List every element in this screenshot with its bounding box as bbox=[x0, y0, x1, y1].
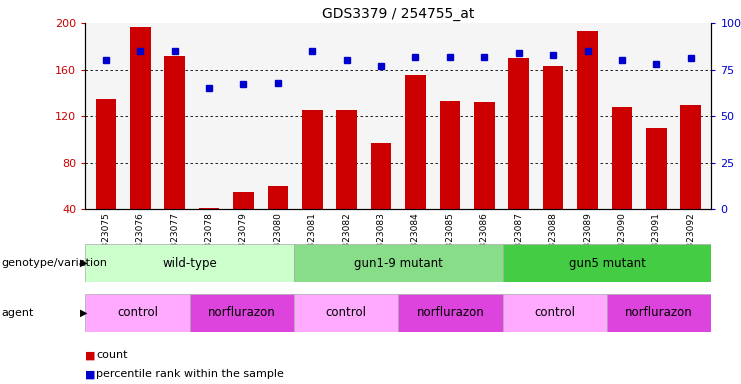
Bar bbox=[502, 244, 711, 282]
Text: agent: agent bbox=[1, 308, 34, 318]
Text: control: control bbox=[534, 306, 575, 319]
Bar bbox=[508, 58, 529, 209]
Text: gun1-9 mutant: gun1-9 mutant bbox=[354, 257, 442, 270]
Text: norflurazon: norflurazon bbox=[625, 306, 693, 319]
Bar bbox=[130, 26, 150, 209]
Bar bbox=[399, 294, 502, 332]
Text: ▶: ▶ bbox=[80, 308, 87, 318]
Bar bbox=[336, 110, 357, 209]
Bar bbox=[474, 102, 494, 209]
Bar bbox=[85, 244, 294, 282]
Bar bbox=[607, 294, 711, 332]
Bar bbox=[268, 186, 288, 209]
Bar bbox=[542, 66, 563, 209]
Bar bbox=[294, 294, 398, 332]
Text: control: control bbox=[325, 306, 367, 319]
Text: norflurazon: norflurazon bbox=[208, 306, 276, 319]
Text: ▶: ▶ bbox=[80, 258, 87, 268]
Bar bbox=[233, 192, 253, 209]
Bar bbox=[302, 110, 322, 209]
Bar bbox=[405, 75, 426, 209]
Bar bbox=[370, 143, 391, 209]
Text: ■: ■ bbox=[85, 369, 96, 379]
Bar bbox=[190, 294, 294, 332]
Text: control: control bbox=[117, 306, 158, 319]
Text: percentile rank within the sample: percentile rank within the sample bbox=[96, 369, 285, 379]
Bar bbox=[199, 208, 219, 209]
Bar bbox=[680, 104, 701, 209]
Text: genotype/variation: genotype/variation bbox=[1, 258, 107, 268]
Bar bbox=[294, 244, 502, 282]
Bar bbox=[577, 31, 598, 209]
Bar bbox=[611, 107, 632, 209]
Bar bbox=[96, 99, 116, 209]
Text: count: count bbox=[96, 350, 128, 360]
Text: wild-type: wild-type bbox=[162, 257, 217, 270]
Bar bbox=[85, 294, 190, 332]
Text: norflurazon: norflurazon bbox=[416, 306, 485, 319]
Bar bbox=[646, 128, 667, 209]
Text: gun5 mutant: gun5 mutant bbox=[568, 257, 645, 270]
Title: GDS3379 / 254755_at: GDS3379 / 254755_at bbox=[322, 7, 474, 21]
Bar bbox=[502, 294, 607, 332]
Bar bbox=[165, 56, 185, 209]
Text: ■: ■ bbox=[85, 350, 96, 360]
Bar bbox=[439, 101, 460, 209]
